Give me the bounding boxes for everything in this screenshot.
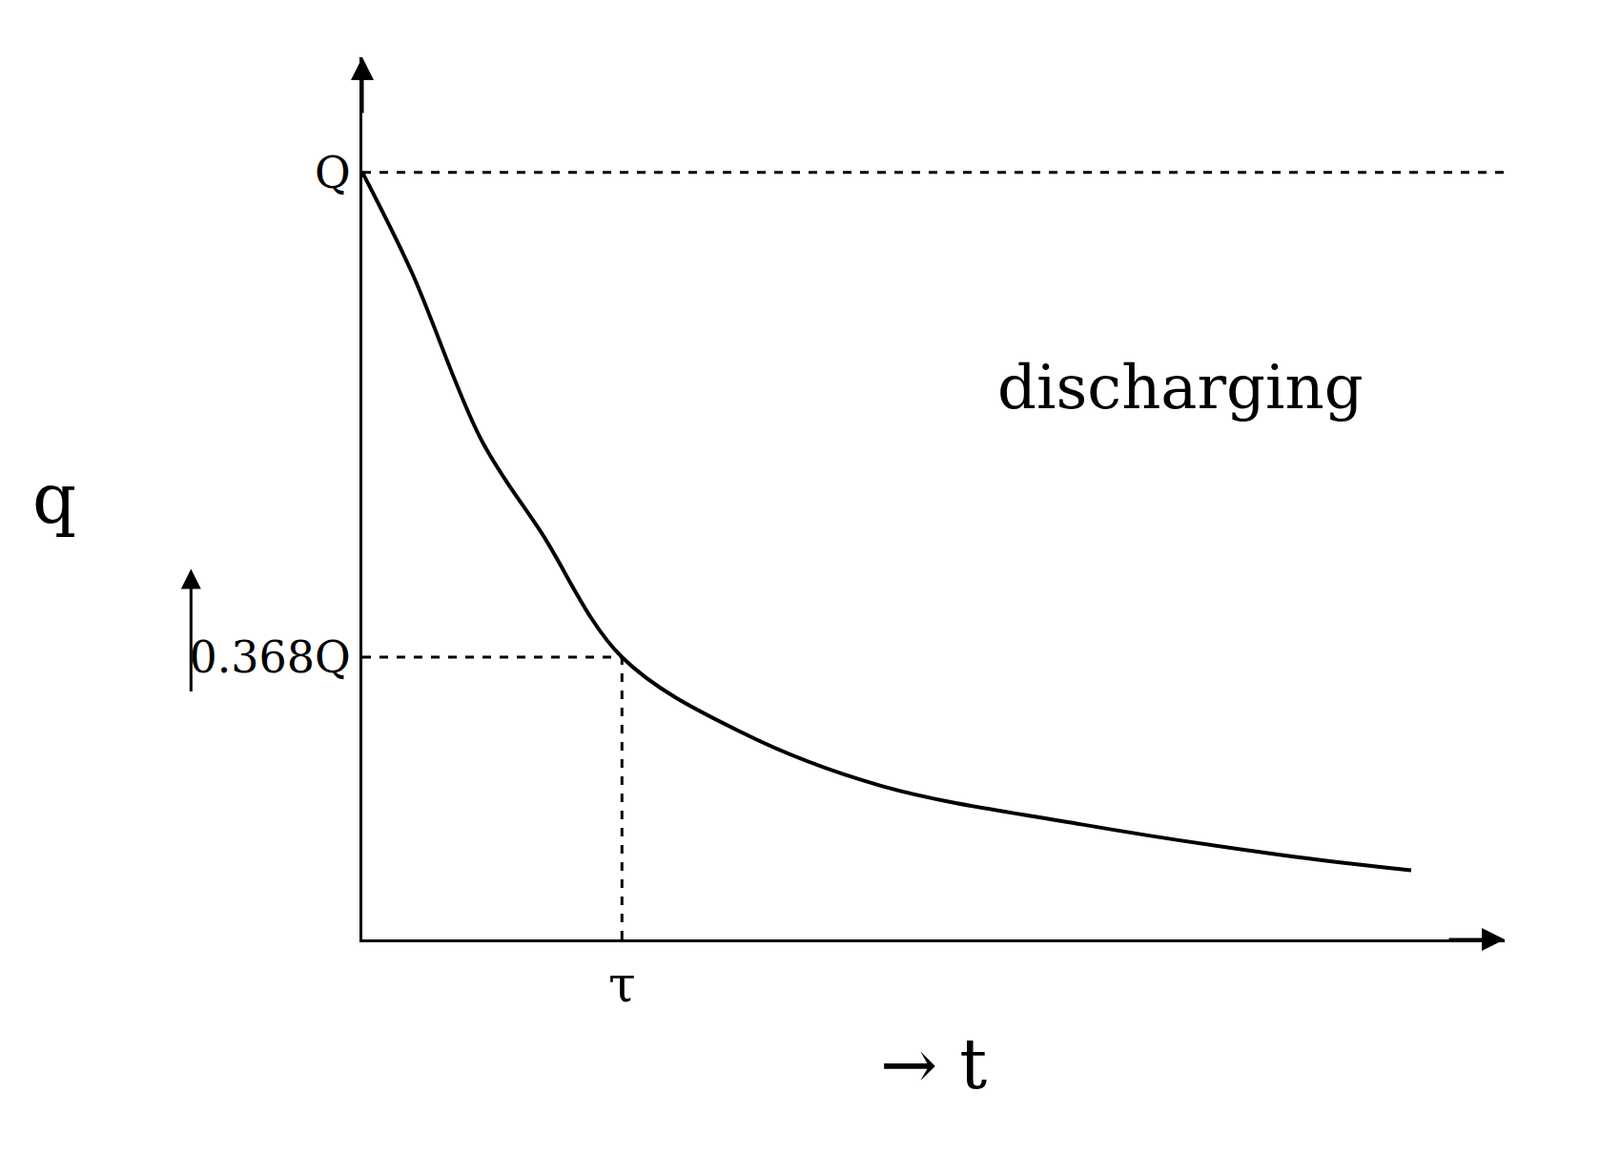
svg-text:q: q	[32, 458, 77, 539]
svg-text:→ t: → t	[880, 1024, 987, 1105]
svg-text:0.368Q: 0.368Q	[188, 631, 350, 683]
svg-text:Q: Q	[314, 146, 351, 199]
svg-text:τ: τ	[608, 955, 636, 1013]
svg-text:discharging: discharging	[997, 351, 1364, 423]
